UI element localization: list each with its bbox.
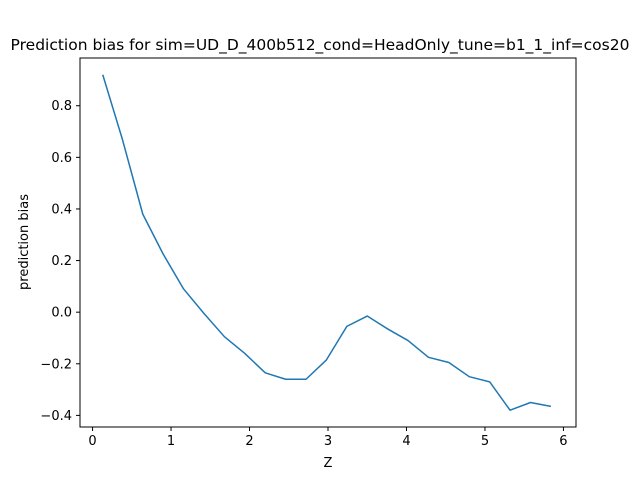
x-tick-label: 3 — [324, 434, 332, 449]
x-axis-label: Z — [324, 456, 333, 471]
x-tick-label: 0 — [88, 434, 96, 449]
y-axis-label: prediction bias — [17, 194, 32, 290]
series-line-0 — [102, 74, 552, 411]
y-axis: −0.4 −0.2 0.0 0.2 0.4 0.6 0.8 — [40, 99, 80, 424]
y-tick-label: 0.6 — [51, 151, 72, 166]
x-axis: 0 1 2 3 4 5 6 — [88, 427, 568, 449]
plot-area — [102, 74, 552, 411]
x-tick-label: 6 — [559, 434, 567, 449]
x-tick-label: 2 — [245, 434, 253, 449]
y-tick-label: −0.2 — [40, 357, 72, 372]
y-tick-label: 0.0 — [51, 306, 72, 321]
x-tick-label: 1 — [167, 434, 175, 449]
y-tick-label: 0.4 — [51, 202, 72, 217]
chart-title: Prediction bias for sim=UD_D_400b512_con… — [11, 36, 630, 55]
y-tick-label: 0.8 — [51, 99, 72, 114]
x-tick-label: 4 — [402, 434, 410, 449]
x-tick-label: 5 — [481, 434, 489, 449]
y-tick-label: 0.2 — [51, 254, 72, 269]
y-tick-label: −0.4 — [40, 409, 72, 424]
